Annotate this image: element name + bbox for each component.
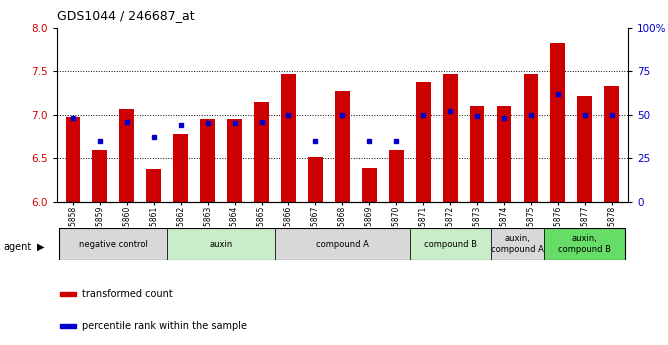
Bar — [577, 96, 593, 202]
Text: compound B: compound B — [424, 239, 476, 249]
Text: auxin,
compound B: auxin, compound B — [558, 234, 611, 254]
Bar — [335, 91, 350, 202]
Text: auxin,
compound A: auxin, compound A — [491, 234, 544, 254]
Text: agent: agent — [3, 242, 31, 252]
Text: auxin: auxin — [210, 239, 232, 249]
Bar — [65, 117, 80, 202]
Text: GDS1044 / 246687_at: GDS1044 / 246687_at — [57, 9, 194, 22]
Bar — [254, 102, 269, 202]
Bar — [496, 106, 512, 202]
Bar — [544, 228, 625, 260]
Bar — [443, 74, 458, 202]
Bar — [146, 169, 161, 202]
Bar — [173, 134, 188, 202]
Bar — [200, 119, 215, 202]
Text: percentile rank within the sample: percentile rank within the sample — [82, 322, 247, 331]
Bar — [92, 150, 108, 202]
Bar — [120, 109, 134, 202]
Bar — [415, 82, 431, 202]
Bar — [167, 228, 275, 260]
Bar — [605, 86, 619, 202]
Bar — [524, 74, 538, 202]
Bar — [362, 168, 377, 202]
Text: ▶: ▶ — [37, 242, 44, 252]
Bar — [409, 228, 490, 260]
Bar — [470, 106, 484, 202]
Text: compound A: compound A — [316, 239, 369, 249]
Bar — [59, 228, 167, 260]
Bar — [281, 74, 296, 202]
Text: transformed count: transformed count — [82, 289, 173, 298]
Bar — [550, 43, 565, 202]
Bar — [227, 119, 242, 202]
Bar — [275, 228, 409, 260]
Bar — [490, 228, 544, 260]
Bar — [308, 157, 323, 202]
Bar — [389, 150, 403, 202]
Text: negative control: negative control — [79, 239, 148, 249]
